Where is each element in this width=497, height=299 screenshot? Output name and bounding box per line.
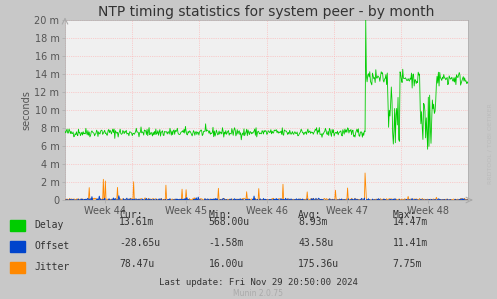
Text: 43.58u: 43.58u — [298, 238, 333, 248]
Text: 16.00u: 16.00u — [209, 259, 244, 269]
Text: 14.47m: 14.47m — [393, 217, 428, 228]
Text: Munin 2.0.75: Munin 2.0.75 — [234, 289, 283, 298]
Title: NTP timing statistics for system peer - by month: NTP timing statistics for system peer - … — [98, 5, 435, 19]
Text: Last update: Fri Nov 29 20:50:00 2024: Last update: Fri Nov 29 20:50:00 2024 — [159, 278, 358, 287]
Text: 175.36u: 175.36u — [298, 259, 339, 269]
Text: Avg:: Avg: — [298, 210, 322, 220]
Text: Cur:: Cur: — [119, 210, 143, 220]
Text: Max:: Max: — [393, 210, 416, 220]
Text: 8.93m: 8.93m — [298, 217, 328, 228]
Text: 568.00u: 568.00u — [209, 217, 250, 228]
Text: Delay: Delay — [35, 220, 64, 231]
Text: 13.61m: 13.61m — [119, 217, 155, 228]
Text: RRDTOOL / TOBI OETIKER: RRDTOOL / TOBI OETIKER — [487, 103, 492, 184]
Text: 11.41m: 11.41m — [393, 238, 428, 248]
Y-axis label: seconds: seconds — [22, 90, 32, 130]
Text: 78.47u: 78.47u — [119, 259, 155, 269]
Text: -28.65u: -28.65u — [119, 238, 161, 248]
Text: -1.58m: -1.58m — [209, 238, 244, 248]
Text: Offset: Offset — [35, 241, 70, 251]
Text: Min:: Min: — [209, 210, 232, 220]
Text: Jitter: Jitter — [35, 262, 70, 272]
Text: 7.75m: 7.75m — [393, 259, 422, 269]
